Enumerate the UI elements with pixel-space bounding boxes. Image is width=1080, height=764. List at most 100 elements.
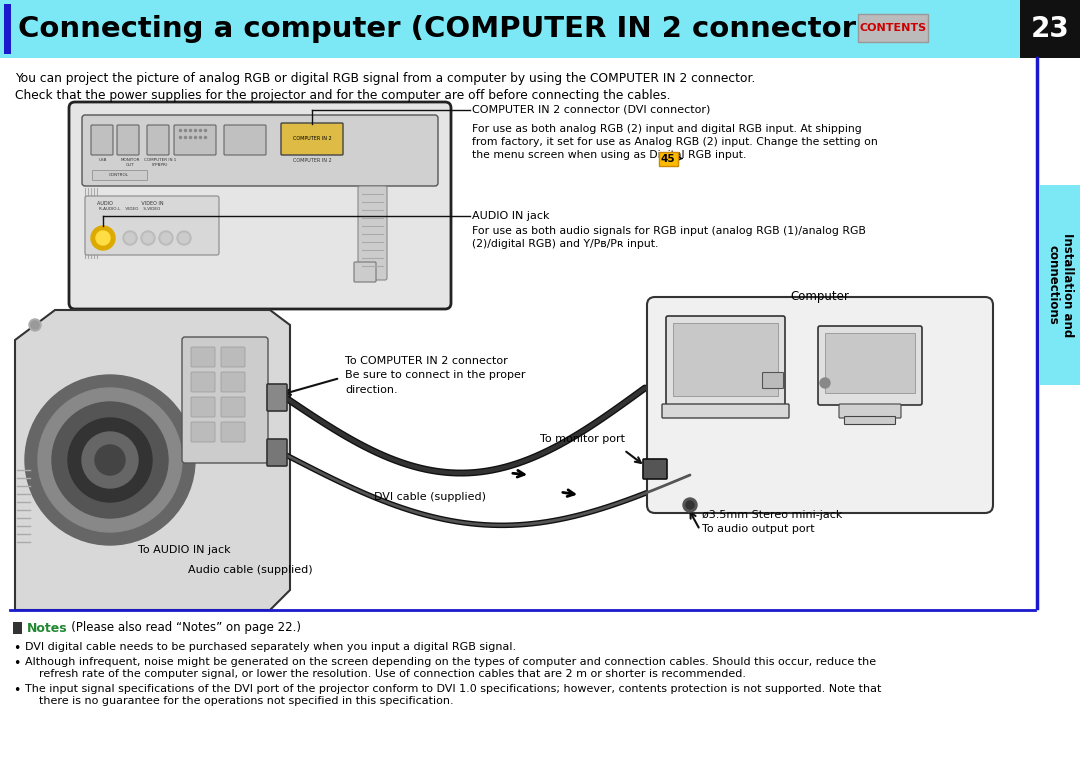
FancyBboxPatch shape	[858, 14, 928, 42]
Text: MONITOR
OUT: MONITOR OUT	[120, 158, 139, 167]
Text: (2)/digital RGB) and Y/Pʙ/Pʀ input.: (2)/digital RGB) and Y/Pʙ/Pʀ input.	[472, 239, 659, 249]
FancyBboxPatch shape	[221, 372, 245, 392]
Circle shape	[68, 418, 152, 502]
Circle shape	[820, 378, 831, 388]
FancyBboxPatch shape	[91, 125, 113, 155]
Circle shape	[161, 233, 171, 243]
Circle shape	[91, 226, 114, 250]
Text: ø3.5mm Stereo mini-jack: ø3.5mm Stereo mini-jack	[702, 510, 842, 520]
Text: R-AUDIO-L    VIDEO    S-VIDEO: R-AUDIO-L VIDEO S-VIDEO	[99, 207, 161, 211]
Text: •: •	[13, 657, 21, 670]
Circle shape	[141, 231, 156, 245]
Text: CONTENTS: CONTENTS	[860, 23, 927, 33]
FancyBboxPatch shape	[4, 4, 11, 54]
Text: COMPUTER IN 2 connector (DVI connector): COMPUTER IN 2 connector (DVI connector)	[472, 105, 711, 115]
Circle shape	[38, 388, 183, 532]
Circle shape	[31, 321, 39, 329]
FancyBboxPatch shape	[183, 337, 268, 463]
FancyBboxPatch shape	[281, 123, 343, 155]
Circle shape	[25, 375, 195, 545]
Text: •: •	[13, 642, 21, 655]
FancyBboxPatch shape	[662, 404, 789, 418]
Text: CONTROL: CONTROL	[109, 173, 129, 177]
Text: 45: 45	[661, 154, 675, 163]
FancyBboxPatch shape	[221, 347, 245, 367]
Text: 23: 23	[1030, 15, 1069, 43]
FancyBboxPatch shape	[191, 372, 215, 392]
Text: USB: USB	[98, 158, 107, 162]
FancyBboxPatch shape	[191, 422, 215, 442]
FancyBboxPatch shape	[673, 323, 778, 396]
Text: Computer: Computer	[791, 290, 850, 303]
Text: Be sure to connect in the proper: Be sure to connect in the proper	[345, 370, 526, 380]
Text: To audio output port: To audio output port	[702, 524, 814, 534]
FancyBboxPatch shape	[354, 262, 376, 282]
Text: Notes: Notes	[27, 621, 68, 634]
FancyBboxPatch shape	[845, 416, 895, 425]
Text: direction.: direction.	[345, 385, 397, 395]
Circle shape	[52, 402, 168, 518]
FancyBboxPatch shape	[1040, 185, 1080, 385]
Text: Check that the power supplies for the projector and for the computer are off bef: Check that the power supplies for the pr…	[15, 89, 671, 102]
Circle shape	[683, 498, 697, 512]
Circle shape	[125, 233, 135, 243]
Polygon shape	[15, 310, 291, 610]
Circle shape	[686, 501, 694, 509]
FancyBboxPatch shape	[659, 151, 677, 166]
Text: DVI cable (supplied): DVI cable (supplied)	[374, 492, 486, 502]
FancyBboxPatch shape	[69, 102, 451, 309]
FancyBboxPatch shape	[267, 439, 287, 466]
Circle shape	[123, 231, 137, 245]
FancyBboxPatch shape	[92, 170, 147, 180]
FancyBboxPatch shape	[147, 125, 168, 155]
FancyBboxPatch shape	[1020, 0, 1080, 58]
FancyBboxPatch shape	[13, 622, 22, 634]
Text: COMPUTER IN 1
(YPBPR): COMPUTER IN 1 (YPBPR)	[144, 158, 176, 167]
FancyBboxPatch shape	[174, 125, 216, 155]
Text: Audio cable (supplied): Audio cable (supplied)	[188, 565, 312, 575]
FancyBboxPatch shape	[647, 297, 993, 513]
Text: the menu screen when using as Digital RGB input.: the menu screen when using as Digital RG…	[472, 150, 746, 160]
Text: DVI digital cable needs to be purchased separately when you input a digital RGB : DVI digital cable needs to be purchased …	[25, 642, 516, 652]
Text: there is no guarantee for the operations not specified in this specification.: there is no guarantee for the operations…	[39, 696, 454, 706]
FancyBboxPatch shape	[191, 397, 215, 417]
Text: Installation and
connections: Installation and connections	[1047, 233, 1074, 337]
FancyBboxPatch shape	[818, 326, 922, 405]
FancyBboxPatch shape	[825, 333, 915, 393]
Circle shape	[179, 233, 189, 243]
FancyBboxPatch shape	[357, 186, 387, 280]
Text: The input signal specifications of the DVI port of the projector conform to DVI : The input signal specifications of the D…	[25, 684, 881, 694]
FancyBboxPatch shape	[666, 316, 785, 405]
Text: COMPUTER IN 2: COMPUTER IN 2	[293, 158, 332, 163]
FancyBboxPatch shape	[0, 0, 1020, 58]
Text: To monitor port: To monitor port	[540, 434, 625, 444]
Text: AUDIO                   VIDEO IN: AUDIO VIDEO IN	[97, 201, 163, 206]
FancyBboxPatch shape	[224, 125, 266, 155]
Text: You can project the picture of analog RGB or digital RGB signal from a computer : You can project the picture of analog RG…	[15, 72, 755, 85]
Circle shape	[143, 233, 153, 243]
Text: Connecting a computer (COMPUTER IN 2 connector): Connecting a computer (COMPUTER IN 2 con…	[18, 15, 869, 43]
FancyBboxPatch shape	[267, 384, 287, 411]
Circle shape	[95, 445, 125, 475]
Text: (Please also read “Notes” on page 22.): (Please also read “Notes” on page 22.)	[60, 621, 301, 634]
Circle shape	[29, 319, 41, 331]
Circle shape	[177, 231, 191, 245]
FancyBboxPatch shape	[643, 459, 667, 479]
FancyBboxPatch shape	[117, 125, 139, 155]
Text: AUDIO IN jack: AUDIO IN jack	[472, 211, 550, 221]
Circle shape	[159, 231, 173, 245]
FancyBboxPatch shape	[85, 196, 219, 255]
Circle shape	[96, 231, 110, 245]
Text: •: •	[13, 684, 21, 697]
Text: COMPUTER IN 2: COMPUTER IN 2	[293, 137, 332, 141]
Text: For use as both audio signals for RGB input (analog RGB (1)/analog RGB: For use as both audio signals for RGB in…	[472, 226, 866, 236]
FancyBboxPatch shape	[191, 347, 215, 367]
FancyBboxPatch shape	[762, 373, 783, 389]
Text: For use as both analog RGB (2) input and digital RGB input. At shipping: For use as both analog RGB (2) input and…	[472, 124, 862, 134]
Circle shape	[82, 432, 138, 488]
FancyBboxPatch shape	[82, 115, 438, 186]
Text: Although infrequent, noise might be generated on the screen depending on the typ: Although infrequent, noise might be gene…	[25, 657, 876, 667]
FancyBboxPatch shape	[221, 422, 245, 442]
FancyBboxPatch shape	[839, 404, 901, 418]
Text: To AUDIO IN jack: To AUDIO IN jack	[138, 545, 231, 555]
